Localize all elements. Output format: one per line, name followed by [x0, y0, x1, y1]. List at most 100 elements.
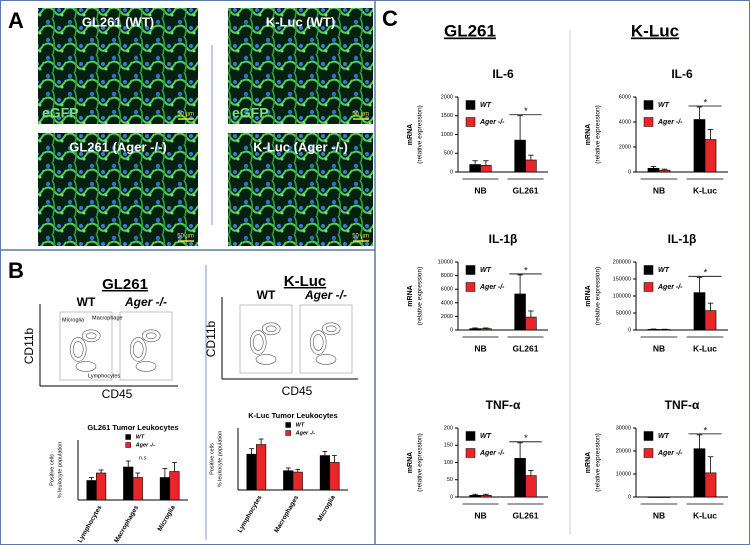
micrograph — [228, 133, 373, 246]
x-tick-label: K-Luc — [693, 343, 717, 353]
axis-label: CD45 — [282, 384, 313, 398]
y-tick-label: 150 — [444, 443, 453, 449]
panel-label: B — [8, 258, 24, 283]
y-axis-label: mRNA — [585, 452, 592, 473]
y-tick-label: 10000 — [438, 259, 453, 265]
plot-label: Ager -/- — [304, 288, 347, 302]
bar — [658, 329, 671, 331]
gate-label: Lymphocytes — [88, 373, 120, 379]
legend-swatch — [643, 282, 654, 292]
contour — [312, 334, 324, 351]
y-tick-label: 6000 — [441, 287, 453, 293]
contour — [69, 337, 87, 362]
y-tick-label: 50000 — [616, 310, 631, 316]
contour — [325, 325, 337, 333]
bar — [469, 164, 481, 173]
panel-label: A — [8, 8, 24, 33]
plot-label: WT — [77, 295, 96, 309]
contour — [145, 332, 157, 340]
contour — [252, 334, 264, 351]
contour — [265, 325, 277, 333]
contour — [81, 329, 101, 343]
contour — [75, 361, 97, 372]
legend-swatch — [465, 265, 476, 275]
contour — [255, 354, 277, 365]
bar — [647, 167, 660, 173]
y-tick-label: 2000 — [441, 94, 453, 100]
x-tick-label: K-Luc — [693, 185, 717, 195]
image-title: GL261 (WT) — [82, 14, 154, 29]
channel-label: eGFP — [232, 105, 269, 121]
legend-swatch — [465, 282, 476, 292]
bar — [704, 310, 717, 331]
y-tick-label: 0 — [450, 494, 453, 500]
annotation: * — [703, 97, 707, 107]
annotation: * — [524, 106, 528, 116]
legend-swatch — [125, 434, 131, 440]
annotation: n.s — [139, 455, 147, 461]
contour — [85, 332, 97, 340]
legend-swatch — [465, 431, 476, 441]
x-tick-label: Macrophages — [273, 494, 300, 534]
y-axis-label: % leukocyte population — [57, 442, 63, 499]
legend-label: Ager -/- — [657, 119, 683, 126]
bar — [525, 159, 537, 173]
legend-label: WT — [658, 267, 670, 274]
bar — [469, 328, 481, 331]
x-tick-label: Lymphocytes — [237, 494, 264, 534]
gate-label: Microglia — [62, 317, 85, 323]
legend-swatch — [465, 448, 476, 458]
contour — [132, 341, 144, 358]
x-tick-label: Macrophages — [113, 504, 140, 544]
axis-label: CD11b — [204, 320, 218, 357]
legend-label: Ager -/- — [295, 430, 315, 436]
x-tick-label: NB — [474, 510, 486, 520]
y-tick-label: 0 — [450, 327, 453, 333]
chart-title: TNF-α — [486, 398, 521, 412]
scale-bar-label: 50 µm — [177, 112, 194, 118]
flow-title: K-Luc — [284, 273, 327, 290]
x-tick-label: NB — [653, 343, 665, 353]
y-tick-label: 100 — [444, 460, 453, 466]
legend-swatch — [643, 448, 654, 458]
bar — [647, 496, 660, 498]
chart-title: IL-1β — [668, 232, 697, 246]
legend-swatch — [285, 430, 291, 436]
chart-title: K-Luc Tumor Leukocytes — [248, 411, 337, 420]
x-tick-label: GL261 — [513, 343, 539, 353]
contour — [261, 322, 281, 336]
bar — [693, 448, 706, 498]
legend-label: Ager -/- — [135, 442, 155, 448]
y-tick-label: 4000 — [441, 300, 453, 306]
bar — [514, 293, 526, 331]
legend-swatch — [285, 422, 291, 428]
bar — [480, 494, 492, 498]
channel-label: eGFP — [42, 105, 79, 121]
y-axis-label: mRNA — [585, 124, 592, 145]
plot-label: Ager -/- — [124, 295, 167, 309]
y-tick-label: 0 — [450, 169, 453, 175]
contour — [72, 341, 84, 358]
y-tick-label: 6000 — [619, 94, 631, 100]
y-tick-label: 0 — [628, 327, 631, 333]
bar — [480, 164, 492, 173]
x-tick-label: NB — [653, 185, 665, 195]
bar — [319, 455, 330, 491]
bar — [693, 119, 706, 173]
y-axis-label: (relative expression) — [417, 105, 424, 164]
legend-label: WT — [658, 102, 670, 109]
y-tick-label: 1000 — [441, 132, 453, 138]
axis-label: CD11b — [22, 327, 36, 364]
contour — [309, 330, 327, 355]
x-tick-label: GL261 — [513, 185, 539, 195]
annotation: * — [524, 433, 528, 443]
contour — [135, 361, 157, 372]
legend-label: Ager -/- — [479, 119, 505, 126]
bar — [256, 444, 267, 491]
y-axis-label: mRNA — [407, 452, 414, 473]
bar — [693, 292, 706, 331]
y-axis-label: mRNA — [585, 285, 592, 306]
axis-label: CD45 — [102, 387, 133, 401]
bar — [86, 480, 97, 501]
